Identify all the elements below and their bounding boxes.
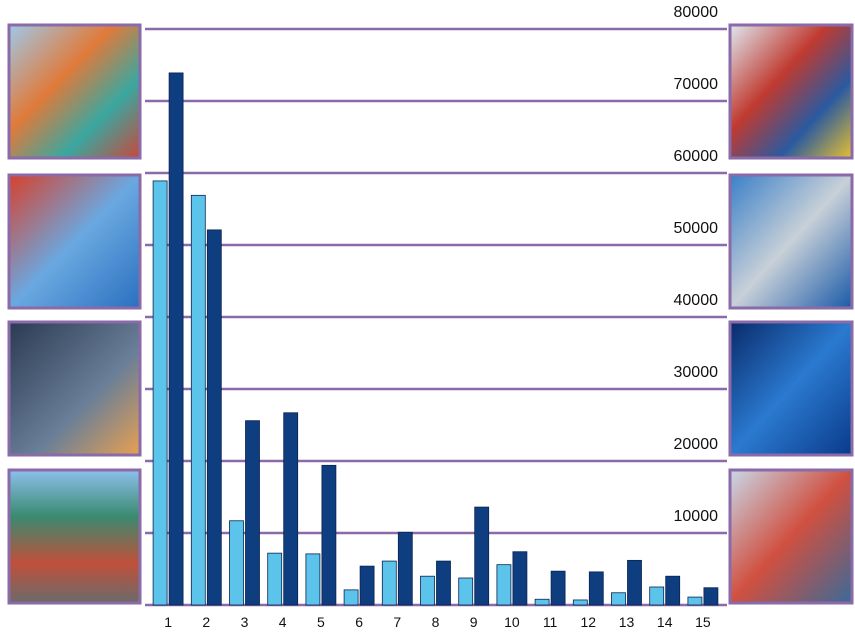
bar — [321, 464, 337, 606]
x-tick-label: 7 — [393, 614, 401, 630]
bar — [267, 552, 283, 606]
bar — [534, 598, 550, 606]
y-tick-label: 80000 — [674, 4, 719, 21]
y-tick-label: 70000 — [674, 76, 719, 93]
bar — [168, 72, 184, 606]
bar — [665, 575, 681, 606]
bar — [190, 194, 206, 606]
bar — [397, 531, 413, 606]
bar — [343, 589, 359, 606]
bar — [229, 520, 244, 606]
bar — [152, 180, 168, 606]
x-tick-label: 5 — [317, 614, 325, 630]
x-tick-label: 3 — [241, 614, 249, 630]
x-tick-label: 1 — [164, 614, 172, 630]
y-tick-label: 60000 — [674, 148, 719, 165]
bar — [206, 229, 222, 606]
bar — [611, 592, 626, 606]
bar — [420, 575, 435, 606]
bar — [550, 570, 566, 606]
x-tick-label: 9 — [470, 614, 478, 630]
bar — [474, 506, 490, 606]
photos — [7, 23, 854, 605]
bar — [496, 564, 512, 606]
x-tick-label: 12 — [581, 614, 597, 630]
bar — [305, 553, 321, 606]
photo — [7, 173, 142, 310]
x-tick-label: 14 — [657, 614, 673, 630]
photo — [7, 468, 142, 605]
photo — [7, 320, 142, 457]
bar — [687, 596, 703, 606]
bar — [245, 420, 260, 606]
x-tick-label: 11 — [543, 614, 558, 630]
bar — [381, 560, 397, 606]
photo — [728, 468, 854, 605]
bar — [458, 577, 474, 606]
y-tick-label: 50000 — [674, 220, 719, 237]
bar — [572, 599, 588, 606]
bar — [359, 565, 375, 606]
y-tick-label: 40000 — [674, 292, 719, 309]
bar — [588, 571, 604, 606]
x-tick-label: 10 — [504, 614, 520, 630]
photo — [728, 23, 854, 160]
bar — [283, 412, 299, 606]
x-tick-label: 6 — [355, 614, 363, 630]
bar — [703, 587, 719, 606]
y-tick-label: 30000 — [674, 364, 719, 381]
bar — [436, 560, 451, 606]
photo — [728, 320, 854, 457]
x-tick-label: 15 — [695, 614, 711, 630]
y-tick-label: 10000 — [674, 508, 719, 525]
photo — [7, 23, 142, 160]
x-tick-label: 13 — [619, 614, 635, 630]
bar — [512, 551, 528, 606]
x-tick-label: 2 — [202, 614, 210, 630]
bar — [649, 586, 665, 606]
y-tick-label: 20000 — [674, 436, 719, 453]
x-tick-label: 4 — [279, 614, 287, 630]
photo — [728, 173, 854, 310]
x-tick-label: 8 — [432, 614, 440, 630]
bar — [627, 559, 642, 606]
